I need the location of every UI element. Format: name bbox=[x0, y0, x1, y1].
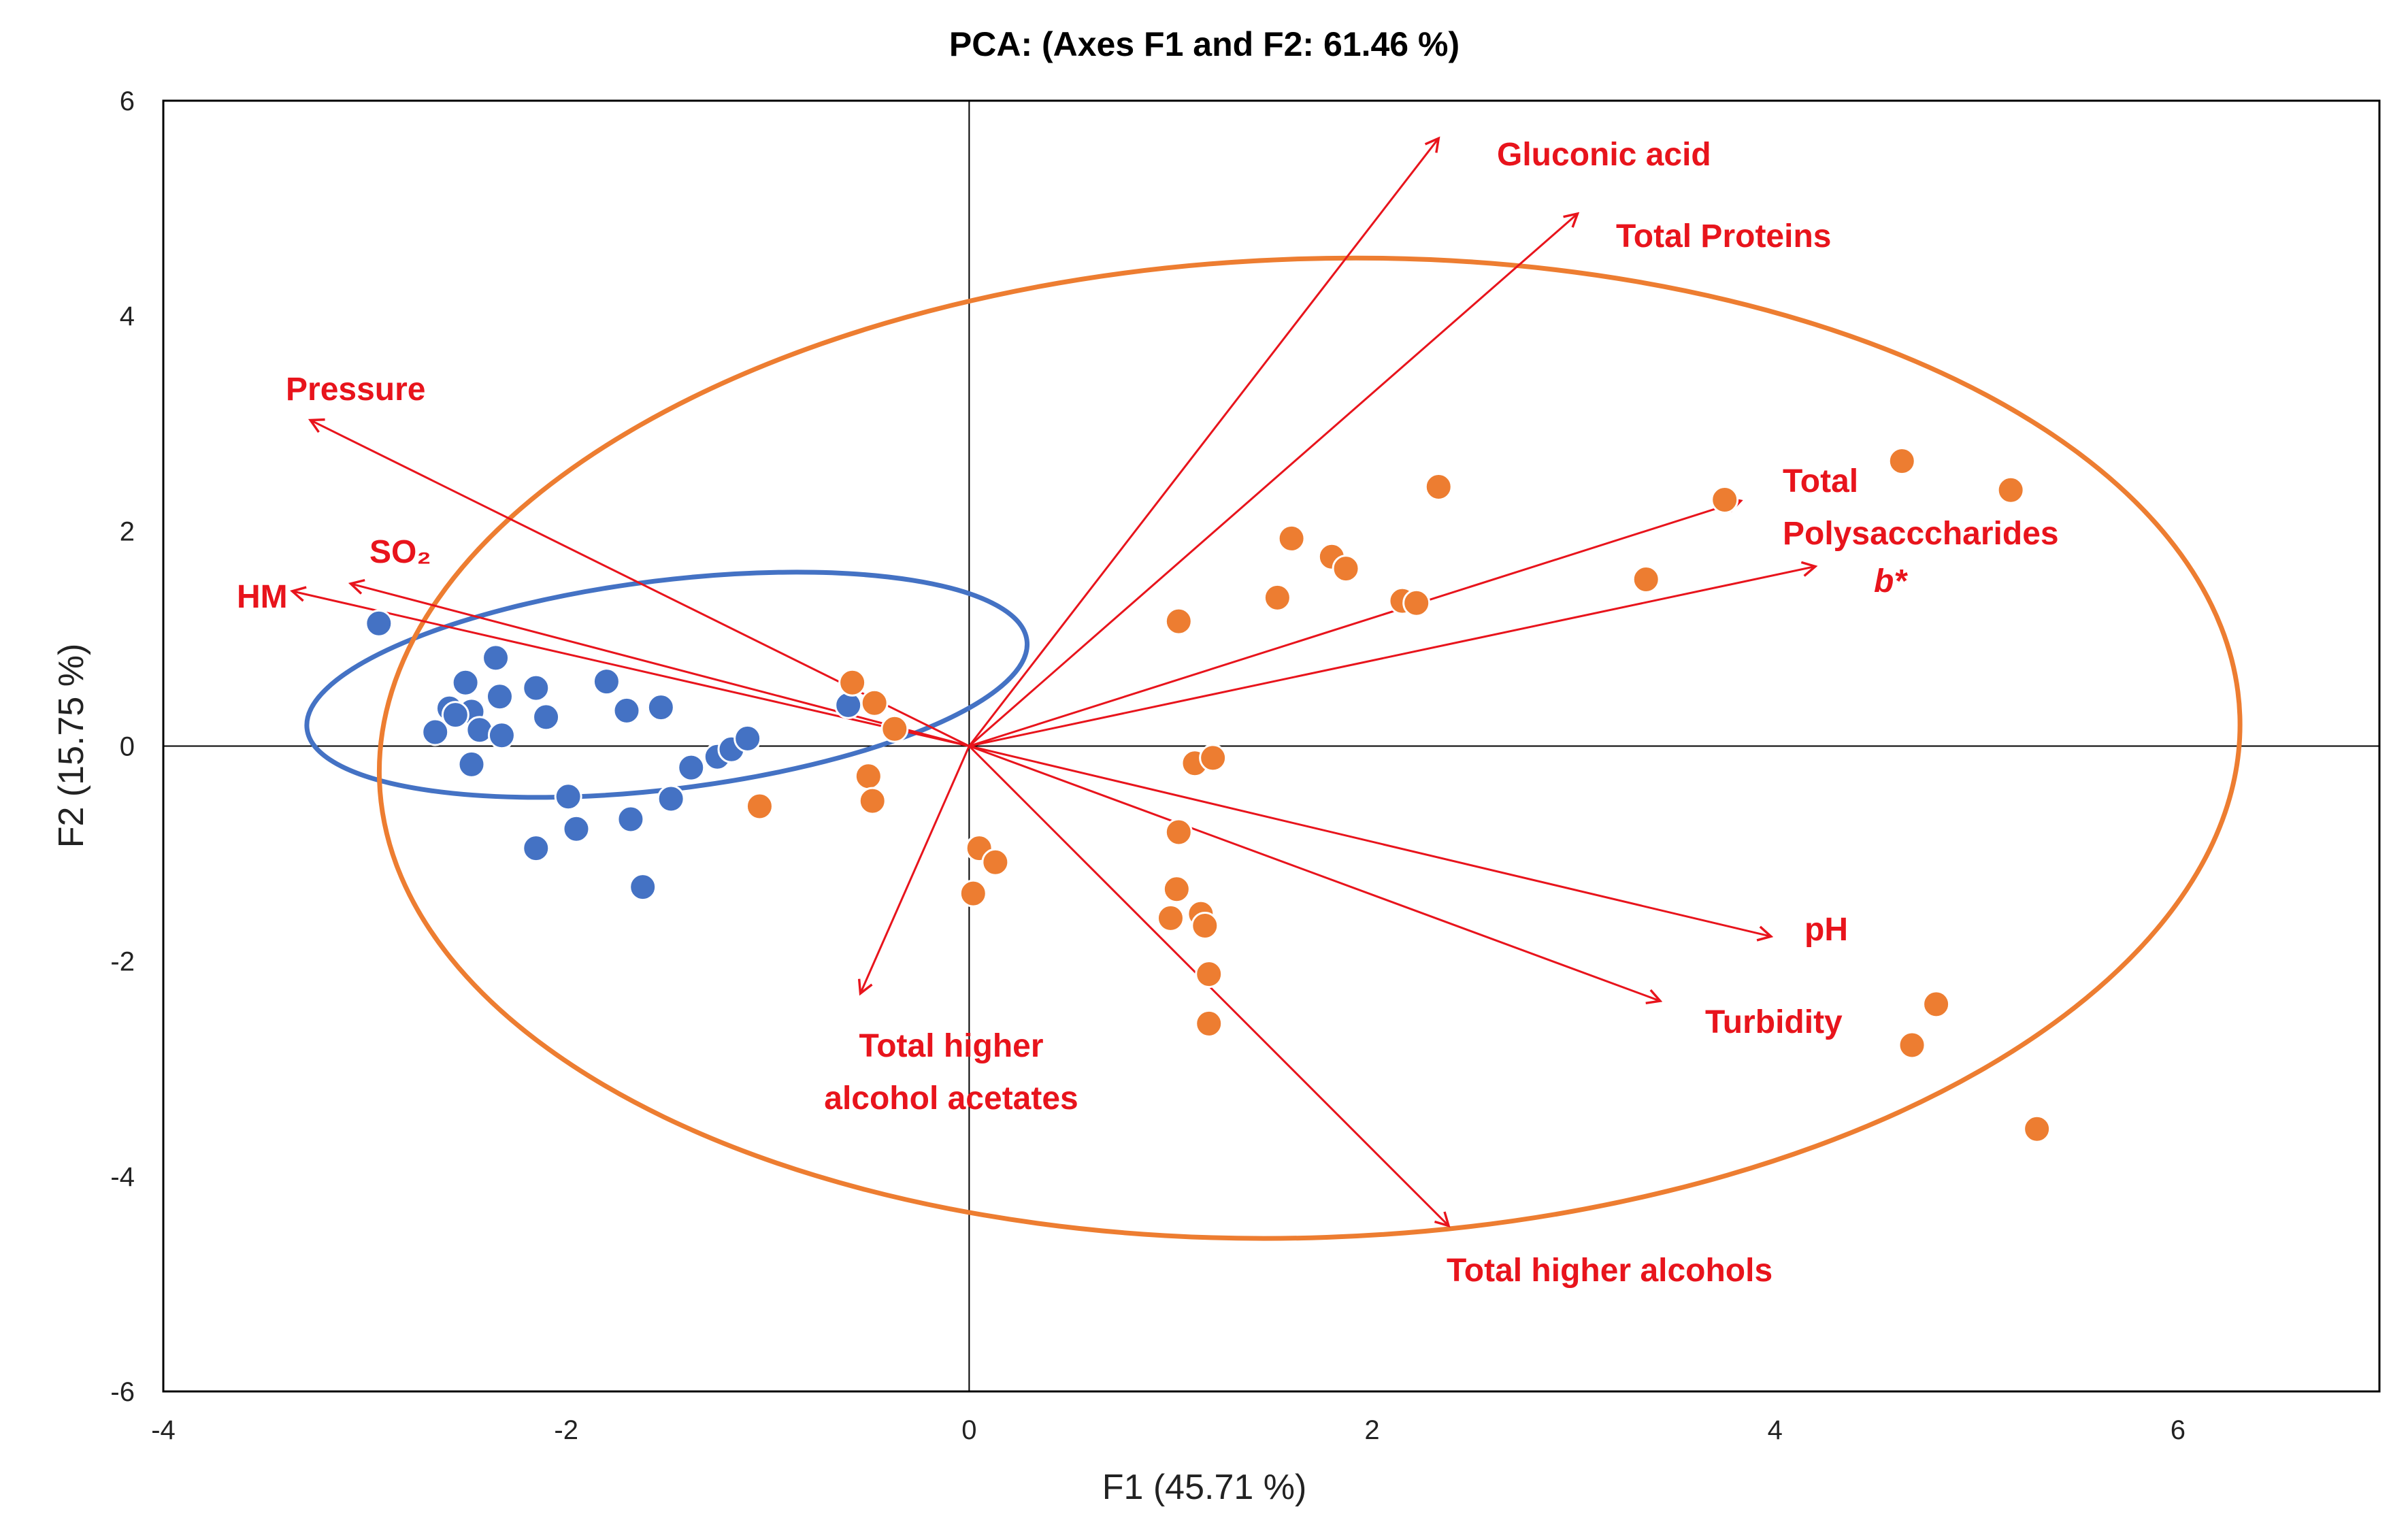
x-tick-label: 0 bbox=[961, 1415, 976, 1445]
vector-label-1: Total Proteins bbox=[1616, 218, 1831, 254]
variable-vectors bbox=[292, 138, 1815, 1225]
point-s1-10 bbox=[1402, 589, 1431, 617]
point-s0-9 bbox=[612, 696, 641, 725]
point-s1-24 bbox=[1162, 875, 1191, 904]
ellipse-group-orange bbox=[376, 255, 2243, 1241]
point-s0-10 bbox=[646, 693, 675, 722]
point-s0-20 bbox=[834, 691, 863, 719]
chart-title: PCA: (Axes F1 and F2: 61.46 %) bbox=[949, 25, 1459, 63]
point-s1-11 bbox=[1164, 607, 1193, 636]
vector-5 bbox=[968, 501, 1741, 747]
point-s0-3 bbox=[522, 674, 550, 702]
point-s1-16 bbox=[854, 762, 883, 791]
x-tick-label: 2 bbox=[1364, 1415, 1379, 1445]
x-tick-label: 4 bbox=[1768, 1415, 1783, 1445]
x-axis-title: F1 (45.71 %) bbox=[1102, 1468, 1307, 1507]
y-tick-label: 0 bbox=[120, 732, 135, 762]
point-s0-13 bbox=[487, 721, 516, 750]
point-s1-2 bbox=[1711, 485, 1739, 514]
vector-4 bbox=[292, 591, 970, 747]
vector-label-7: pH bbox=[1804, 912, 1848, 948]
point-s1-32 bbox=[2023, 1115, 2051, 1143]
point-s1-25 bbox=[1156, 904, 1185, 932]
vector-label-3: SO₂ bbox=[369, 534, 431, 570]
point-s1-28 bbox=[1195, 960, 1223, 989]
vector-label-5-line0: Total bbox=[1783, 463, 1858, 499]
point-s0-26 bbox=[629, 873, 657, 902]
point-s0-16 bbox=[677, 753, 706, 782]
point-s1-23 bbox=[959, 879, 987, 908]
point-s0-15 bbox=[457, 750, 486, 778]
point-s0-21 bbox=[657, 785, 685, 813]
point-s0-24 bbox=[562, 814, 591, 843]
y-tick-label: -4 bbox=[110, 1162, 135, 1192]
vector-label-8: Turbidity bbox=[1705, 1004, 1843, 1040]
point-s0-19 bbox=[733, 724, 762, 753]
point-s0-4 bbox=[592, 667, 621, 696]
x-tick-label: 6 bbox=[2171, 1415, 2186, 1445]
point-s1-8 bbox=[1263, 583, 1291, 612]
vector-label-2: Pressure bbox=[286, 372, 425, 408]
variable-labels: Gluconic acid Total Proteins Pressure SO₂ HM… bbox=[237, 137, 2059, 1289]
point-s1-12 bbox=[838, 668, 867, 697]
vector-7 bbox=[969, 745, 1770, 937]
point-s1-27 bbox=[1191, 911, 1219, 940]
point-s1-15 bbox=[745, 792, 774, 821]
point-s1-14 bbox=[880, 714, 909, 743]
y-tick-label: -6 bbox=[110, 1377, 135, 1407]
point-s1-4 bbox=[1632, 565, 1660, 593]
vector-0 bbox=[968, 138, 1438, 747]
point-s1-17 bbox=[858, 787, 887, 815]
point-s1-3 bbox=[1424, 473, 1453, 501]
vector-6 bbox=[969, 567, 1815, 747]
point-s0-2 bbox=[451, 668, 480, 697]
x-tick-label: -4 bbox=[151, 1415, 176, 1445]
point-s1-31 bbox=[1898, 1031, 1926, 1059]
vector-9 bbox=[860, 745, 970, 994]
confidence-ellipses bbox=[304, 255, 2243, 1241]
y-tick-label: -2 bbox=[110, 947, 135, 977]
point-s1-7 bbox=[1332, 555, 1360, 583]
y-tick-label: 6 bbox=[120, 86, 135, 116]
point-s0-0 bbox=[365, 609, 393, 638]
point-s0-23 bbox=[616, 805, 645, 833]
point-s0-14 bbox=[441, 701, 469, 729]
point-s0-25 bbox=[522, 834, 550, 863]
vector-label-9-line0: Total higher bbox=[859, 1028, 1043, 1064]
point-s0-11 bbox=[421, 718, 450, 746]
point-s0-22 bbox=[554, 782, 582, 811]
y-tick-label: 4 bbox=[120, 301, 135, 331]
point-s1-19 bbox=[1199, 744, 1227, 772]
y-tick-label: 2 bbox=[120, 516, 135, 546]
point-s1-1 bbox=[1996, 476, 2025, 504]
point-s0-8 bbox=[532, 703, 561, 731]
vector-label-5-line1: Polysacccharides bbox=[1783, 516, 2059, 552]
vector-label-4: HM bbox=[237, 579, 288, 615]
vector-label-0: Gluconic acid bbox=[1497, 137, 1711, 173]
point-s0-7 bbox=[485, 682, 514, 711]
vector-label-9-line1: alcohol acetates bbox=[824, 1080, 1078, 1117]
vector-1 bbox=[968, 214, 1577, 747]
x-tick-label: -2 bbox=[554, 1415, 578, 1445]
vector-label-10: Total higher alcohols bbox=[1447, 1253, 1772, 1289]
observation-points bbox=[365, 447, 2051, 1143]
vector-label-6: b* bbox=[1874, 563, 1908, 599]
point-s1-29 bbox=[1195, 1009, 1223, 1038]
point-s1-5 bbox=[1277, 524, 1306, 552]
point-s1-0 bbox=[1887, 447, 1916, 476]
point-s1-22 bbox=[981, 848, 1010, 876]
vector-8 bbox=[968, 745, 1660, 1002]
vector-3 bbox=[350, 584, 970, 747]
point-s1-30 bbox=[1922, 990, 1951, 1019]
y-axis-title: F2 (15.75 %) bbox=[52, 644, 91, 848]
point-s0-1 bbox=[482, 644, 510, 672]
point-s1-20 bbox=[1164, 818, 1193, 846]
point-s1-13 bbox=[860, 689, 889, 717]
tick-labels: -4 -2 0 2 4 6 -6 -4 -2 0 2 4 6 bbox=[110, 86, 2186, 1445]
